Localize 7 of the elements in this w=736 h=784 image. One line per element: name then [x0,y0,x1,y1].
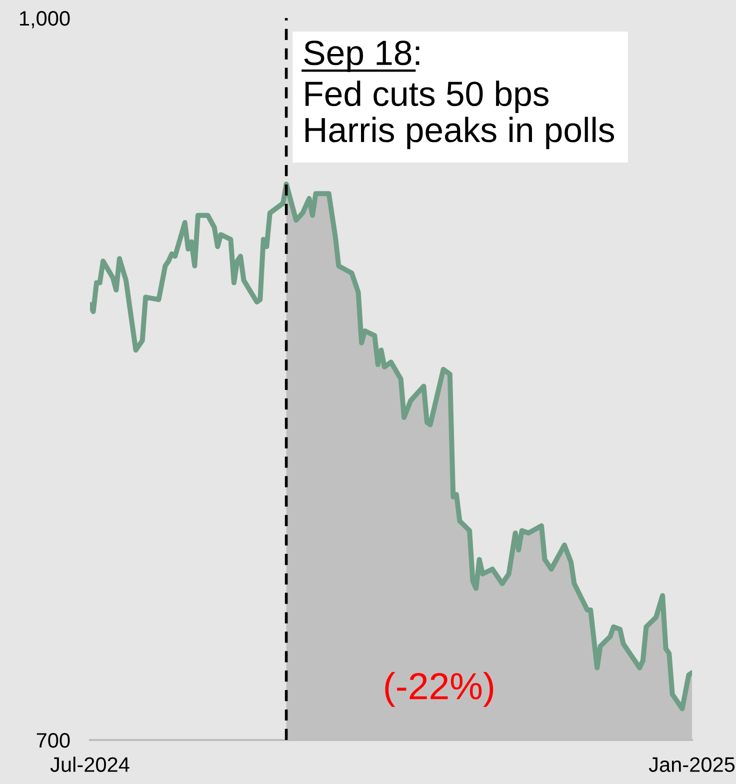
annotation: (-22%) [385,672,494,707]
x-tick-label: Jul-2024 [50,756,130,772]
annotation: Fed cuts 50 bps Harris peaks in polls [306,80,614,150]
y-tick-label: 700 [36,733,70,748]
x-tick-label: Jan-2025 [648,757,735,772]
ref-line-label: Sep 18: [304,40,420,72]
y-tick-label: 1,000 [20,11,70,28]
